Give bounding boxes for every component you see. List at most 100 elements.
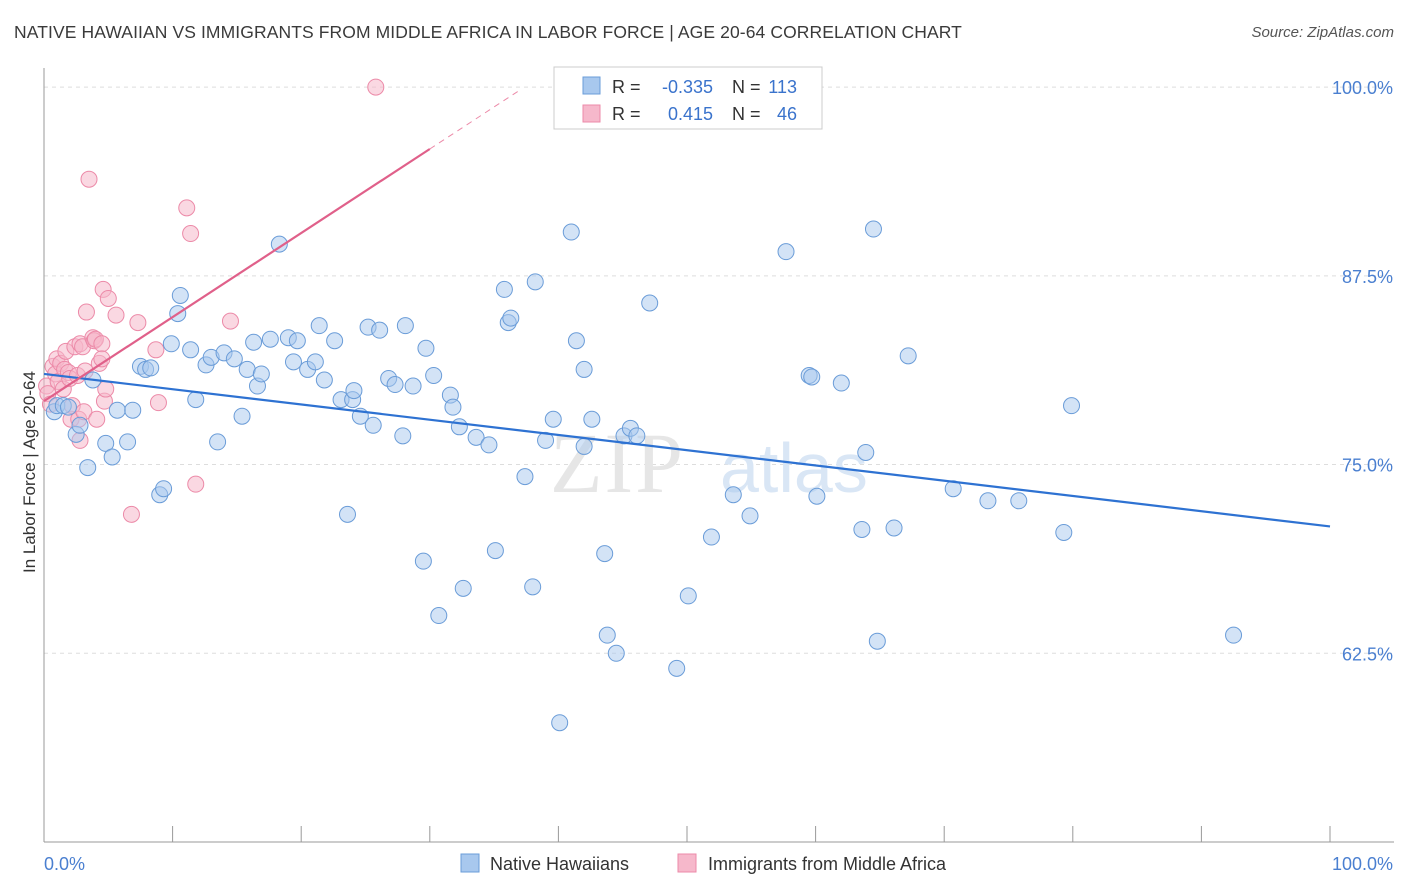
blue-data-point [142,359,160,377]
blue-data-point [371,321,389,339]
stats-r-label: R = [612,104,641,124]
pink-data-point [182,225,200,243]
blue-data-point [444,398,462,416]
chart-title: NATIVE HAWAIIAN VS IMMIGRANTS FROM MIDDL… [14,22,962,42]
blue-data-point [225,350,243,368]
blue-data-point [803,368,821,386]
blue-data-point [326,332,344,350]
stats-n-value: 113 [768,77,797,97]
pink-data-point [107,306,125,324]
stats-swatch-pink [582,104,601,123]
blue-data-point [808,487,826,505]
legend-swatch-blue [460,853,480,873]
pink-trend-extension [429,89,521,150]
blue-data-point [238,360,256,378]
y-tick-label: 87.5% [1342,267,1393,287]
blue-data-point [79,459,97,477]
stats-r-value: 0.415 [668,104,713,124]
tick-labels: 62.5% 75.0% 87.5% 100.0% 0.0% 100.0% [44,78,1393,874]
pink-data-point [149,394,167,412]
legend-label-middle-africa: Immigrants from Middle Africa [708,854,947,874]
y-tick-label: 100.0% [1332,78,1393,98]
blue-data-point [575,437,593,455]
blue-data-point [524,578,542,596]
blue-data-point [702,528,720,546]
blue-data-point [162,335,180,353]
blue-data-point [261,330,279,348]
stats-n-label: N = [732,104,761,124]
legend: Native Hawaiians Immigrants from Middle … [460,853,947,874]
blue-data-point [454,579,472,597]
blue-data-point [979,492,997,510]
blue-data-point [182,341,200,359]
blue-data-point [209,433,227,451]
blue-data-point [899,347,917,365]
blue-data-point [245,333,263,351]
blue-data-point [864,220,882,238]
blue-data-point [404,377,422,395]
blue-data-point [396,317,414,335]
blue-data-point [1055,523,1073,541]
pink-data-point [221,312,239,330]
source-credit: Source: ZipAtlas.com [1251,24,1394,41]
blue-data-point [425,366,443,384]
blue-data-point [1010,492,1028,510]
blue-data-point [641,294,659,312]
blue-data-point [450,418,468,436]
blue-data-point [495,280,513,298]
blue-trend-line [43,372,1331,528]
blue-data-point [741,507,759,525]
pink-data-point [80,170,98,188]
blue-data-point [567,332,585,350]
blue-data-point [284,353,302,371]
blue-data-point [1225,626,1243,644]
blue-data-point [108,401,126,419]
pink-data-point [99,289,117,307]
stats-r-label: R = [612,77,641,97]
legend-label-native-hawaiians: Native Hawaiians [490,854,629,874]
blue-data-point [868,632,886,650]
stats-n-value: 46 [777,104,797,124]
blue-data-point [155,480,173,498]
blue-data-point [486,542,504,560]
blue-data-point [315,371,333,389]
blue-data-point [71,416,89,434]
blue-series-points [45,220,1243,732]
blue-data-point [288,332,306,350]
stats-box: R = -0.335 N = 113 R = 0.415 N = 46 [553,66,823,130]
pink-data-point [187,475,205,493]
blue-data-point [668,659,686,677]
pink-data-point [77,303,95,321]
blue-data-point [679,587,697,605]
blue-data-point [187,391,205,409]
pink-data-point [122,505,140,523]
blue-data-point [430,607,448,625]
axes [43,68,1394,843]
blue-data-point [306,353,324,371]
x-tick-label: 100.0% [1332,854,1393,874]
pink-data-point [88,410,106,428]
blue-data-point [857,443,875,461]
blue-data-point [252,365,270,383]
blue-data-point [103,448,121,466]
stats-swatch-blue [582,76,601,95]
stats-n-label: N = [732,77,761,97]
x-tick-label: 0.0% [44,854,85,874]
blue-data-point [628,427,646,445]
pink-trend-line [43,148,431,403]
watermark: ZIP [550,415,685,511]
pink-data-point [129,314,147,332]
blue-data-point [583,410,601,428]
blue-data-point [364,416,382,434]
blue-data-point [386,376,404,394]
pink-data-point [147,341,165,359]
blue-data-point [1063,397,1081,415]
blue-data-point [526,273,544,291]
blue-data-point [345,382,363,400]
blue-data-point [233,407,251,425]
legend-swatch-pink [677,853,697,873]
blue-data-point [562,223,580,241]
y-tick-label: 62.5% [1342,644,1393,664]
blue-data-point [59,398,77,416]
blue-data-point [777,243,795,261]
